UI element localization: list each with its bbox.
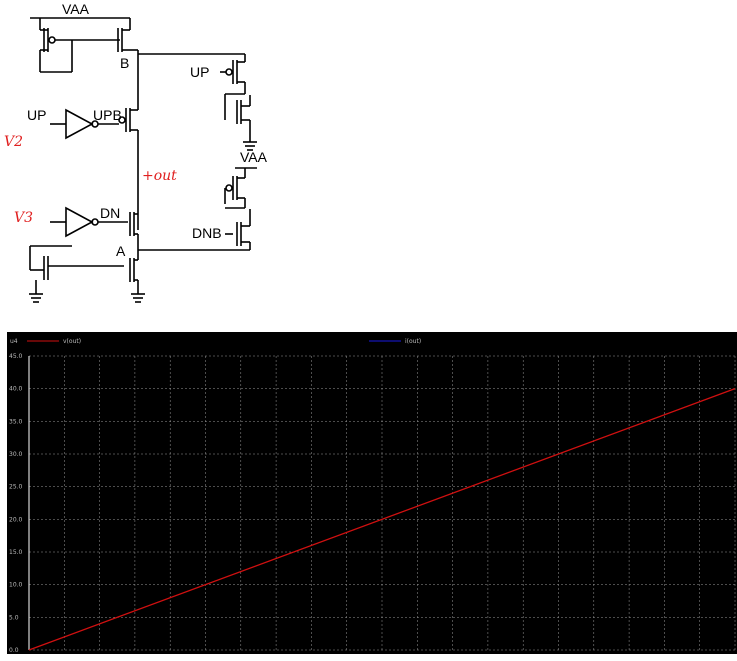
label-up-right: UP bbox=[190, 64, 209, 80]
label-vaa-right: VAA bbox=[240, 149, 268, 165]
charge-pump-schematic: VAA B UP UP UPB VAA DN DNB A V2 +out V3 bbox=[4, 1, 268, 303]
y-tick-label: 15.0 bbox=[9, 549, 23, 556]
plot-legend: u4 v(out) i(out) bbox=[10, 338, 421, 345]
label-dn: DN bbox=[100, 205, 120, 221]
y-tick-label: 30.0 bbox=[9, 451, 23, 458]
label-vaa-top: VAA bbox=[62, 1, 90, 17]
y-axis-ticks: 0.0 5.0 10.0 15.0 20.0 25.0 30.0 35.0 40.0 45.0 bbox=[9, 353, 23, 654]
plot-traces bbox=[28, 388, 736, 651]
label-up-left: UP bbox=[27, 107, 46, 123]
trace-v-out bbox=[28, 388, 736, 651]
y-tick-label: 5.0 bbox=[9, 614, 19, 621]
y-tick-label: 40.0 bbox=[9, 386, 23, 393]
label-dnb: DNB bbox=[192, 225, 222, 241]
y-tick-label: 25.0 bbox=[9, 484, 23, 491]
y-tick-label: 20.0 bbox=[9, 516, 23, 523]
annotation-v2: V2 bbox=[4, 134, 23, 150]
y-tick-label: 0.0 bbox=[9, 647, 19, 654]
plot-grid bbox=[28, 355, 736, 651]
waveform-plot: u4 v(out) i(out) 0.0 5.0 10.0 15.0 20.0 25.0 3… bbox=[7, 332, 737, 654]
footer-text bbox=[0, 650, 737, 661]
legend-header: u4 bbox=[10, 338, 18, 345]
schematic-wiring bbox=[29, 17, 257, 303]
annotation-v3: V3 bbox=[14, 210, 33, 226]
legend-label-v-out: v(out) bbox=[63, 338, 81, 345]
label-node-a: A bbox=[116, 243, 126, 259]
annotation-out: +out bbox=[142, 168, 177, 184]
y-tick-label: 35.0 bbox=[9, 418, 23, 425]
legend-label-i-out: i(out) bbox=[405, 338, 421, 345]
label-node-b: B bbox=[120, 55, 129, 71]
label-upb: UPB bbox=[93, 107, 122, 123]
y-tick-label: 45.0 bbox=[9, 353, 23, 360]
y-tick-label: 10.0 bbox=[9, 582, 23, 589]
